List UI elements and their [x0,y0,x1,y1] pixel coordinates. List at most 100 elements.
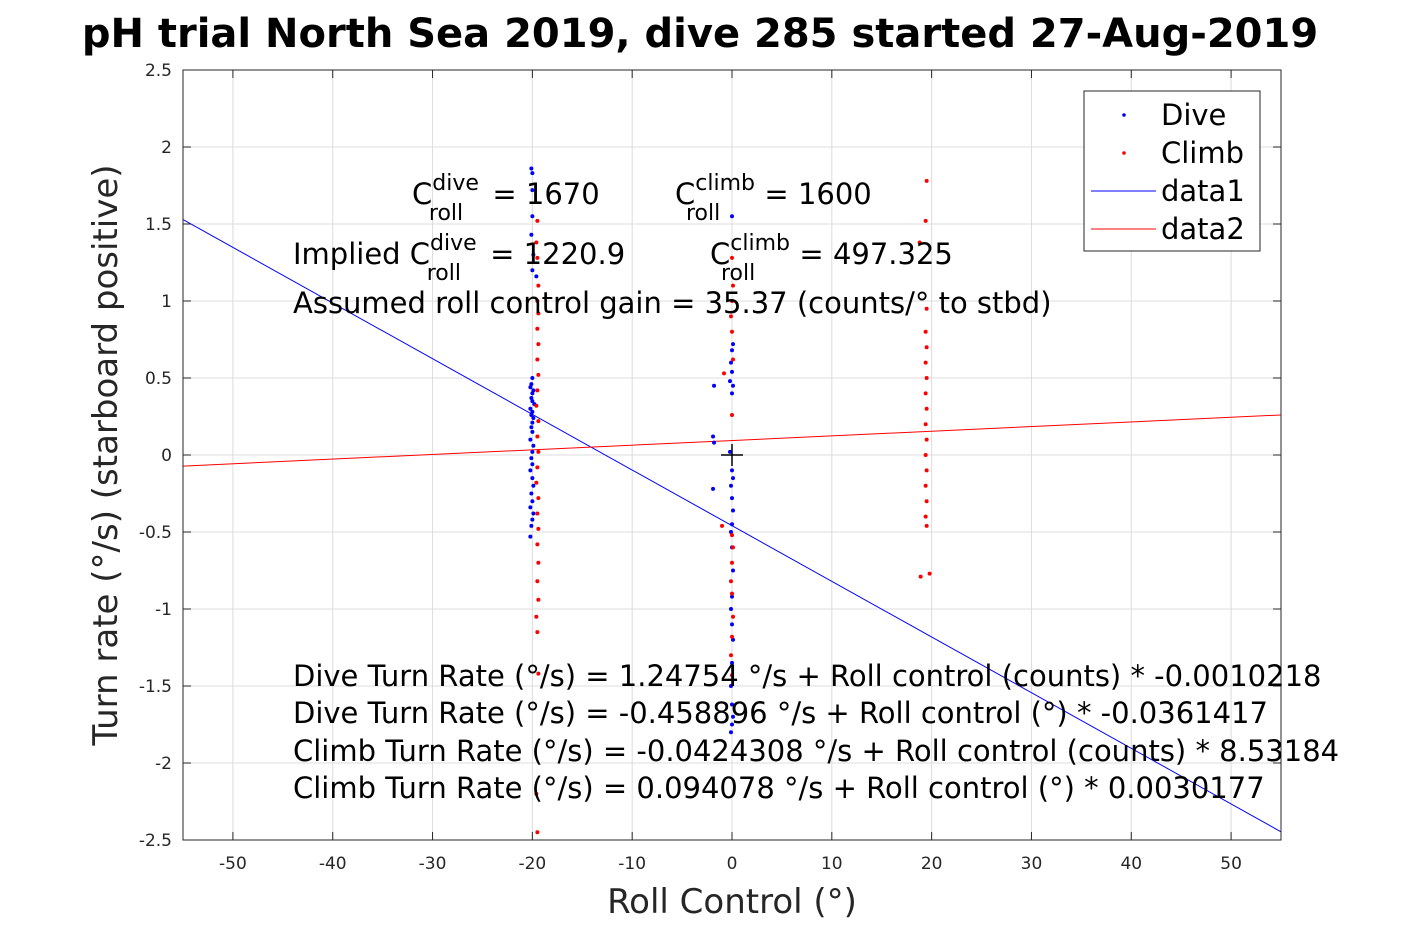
climb-point [535,434,540,439]
dive-point [529,425,534,430]
dive-point [531,416,536,421]
dive-point [530,499,535,504]
dive-point [730,522,734,527]
dive-point [730,468,734,473]
dive-point [712,383,717,388]
dive-point [730,508,735,513]
climb-point [536,342,541,347]
climb-point [536,419,541,424]
y-tick-label: 2 [161,138,172,158]
climb-point [923,514,928,519]
climb-point [923,422,928,427]
climb-point [923,329,928,334]
climb-point [924,306,929,311]
y-axis-label: Turn rate (°/s) (starboard positive) [86,164,126,746]
dive-point [530,399,535,404]
x-tick-label: -20 [518,854,546,874]
dive-point [529,166,534,171]
climb-point [730,634,734,639]
dive-point [730,214,734,219]
climb-point [924,437,929,442]
climb-point [536,311,541,316]
dive-point [730,476,735,481]
y-tick-label: 0.5 [145,369,172,389]
climb-point [924,468,929,473]
climb-point [534,480,539,485]
origin-crosshair [721,444,743,466]
dive-point [528,437,533,442]
dive-point [530,171,535,176]
dive-point [729,483,734,488]
climb-point [730,533,734,538]
dive-point [730,348,734,353]
climb-point [923,218,928,223]
climb-point [722,371,727,376]
dive-point [530,476,535,481]
dive-point [529,491,534,496]
legend: Dive Climb data1 data2 [1083,90,1261,252]
dive-point [530,214,535,219]
dive-point [711,434,716,439]
climb-point [924,376,929,380]
dive-point [529,456,534,461]
y-tick-labels: -2.5 -2 -1.5 -1 -0.5 0 0.5 1 1.5 2 2.5 [139,61,172,851]
fit-equation-1: Dive Turn Rate (°/s) = 1.24754 °/s + Rol… [293,659,1321,693]
dive-point [529,412,534,417]
climb-point [535,465,540,470]
climb-point [730,299,734,303]
climb-point [927,571,932,576]
climb-point [535,388,540,393]
climb-point [924,345,929,350]
dive-point [530,409,535,414]
dive-point [529,232,534,237]
dive-point [530,517,535,522]
x-tick-label: 10 [821,854,843,874]
dive-point [730,496,734,501]
climb-point [535,542,540,547]
climb-point [535,630,540,635]
y-tick-label: 1 [161,292,172,312]
dive-point [531,443,536,448]
data-points [528,166,932,835]
dive-point [531,483,536,488]
climb-point [729,579,734,584]
climb-point [730,673,734,678]
x-axis-label: Roll Control (°) [607,882,857,922]
climb-point [534,403,539,408]
legend-climb-marker [1122,151,1126,155]
dive-point [730,722,734,727]
chart-title: pH trial North Sea 2019, dive 285 starte… [82,11,1318,57]
dive-point [528,505,533,510]
dive-point [730,383,735,388]
climb-point [923,483,928,488]
y-tick-label: 0 [161,446,172,466]
y-tick-label: -2.5 [139,831,172,851]
climb-point [923,391,928,396]
legend-data2-label: data2 [1161,212,1245,246]
climb-point [720,523,725,528]
climb-point [730,357,735,362]
climb-point [534,791,539,796]
x-tick-label: 40 [1120,854,1142,874]
dive-point [730,369,734,374]
climb-point [536,597,541,602]
climb-point [535,830,540,835]
dive-point [730,702,734,707]
climb-point [918,574,923,579]
dive-point [528,468,533,473]
x-tick-label: -30 [419,854,447,874]
climb-point [924,406,929,411]
dive-point [530,188,535,193]
climb-point [534,240,539,245]
climb-point [535,579,540,584]
climb-point [729,653,734,658]
climb-point [730,412,734,417]
x-tick-label: 20 [921,854,943,874]
dive-point [531,388,536,393]
dive-point [729,530,734,534]
annotation-c-climb: Cclimb roll = 1600 [675,171,872,226]
